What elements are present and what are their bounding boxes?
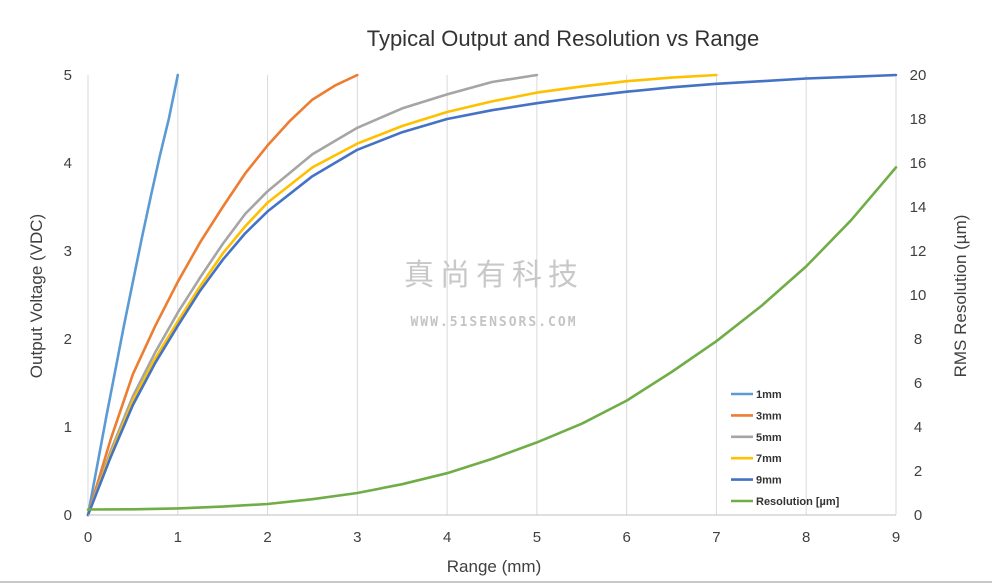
watermark-en: WWW.51SENSORS.COM bbox=[410, 315, 577, 330]
y2-tick-label: 16 bbox=[910, 155, 927, 172]
series-line-1 bbox=[86, 73, 359, 517]
y-tick-label: 3 bbox=[64, 243, 72, 260]
legend: 1mm 3mm 5mm 7mm 9mm Resolution [µm] bbox=[731, 389, 840, 508]
series-lines bbox=[86, 73, 898, 517]
legend-label: 9mm bbox=[756, 475, 782, 487]
gridlines bbox=[87, 75, 897, 515]
y-tick-label: 1 bbox=[64, 419, 72, 436]
x-tick-label: 7 bbox=[712, 529, 720, 546]
x-tick-label: 9 bbox=[892, 529, 900, 546]
series-line-5 bbox=[86, 166, 898, 511]
y2-tick-label: 0 bbox=[914, 507, 922, 524]
y2-axis-ticks: 0 2 4 6 8 10 12 14 16 18 20 bbox=[910, 67, 927, 524]
y2-axis-label: RMS Resolution (µm) bbox=[951, 215, 970, 378]
x-tick-label: 8 bbox=[802, 529, 810, 546]
legend-label: Resolution [µm] bbox=[756, 496, 840, 508]
chart-title: Typical Output and Resolution vs Range bbox=[367, 26, 760, 51]
y2-tick-label: 14 bbox=[910, 199, 927, 216]
x-tick-label: 5 bbox=[533, 529, 541, 546]
x-axis-ticks: 0 1 2 3 4 5 6 7 8 9 bbox=[84, 529, 900, 546]
y2-tick-label: 18 bbox=[910, 111, 927, 128]
y2-tick-label: 8 bbox=[914, 331, 922, 348]
y2-tick-label: 20 bbox=[910, 67, 927, 84]
y2-tick-label: 6 bbox=[914, 375, 922, 392]
series-line-2 bbox=[86, 73, 539, 517]
y2-tick-label: 12 bbox=[910, 243, 927, 260]
y-axis-ticks: 0 1 2 3 4 5 bbox=[64, 67, 72, 524]
y-tick-label: 4 bbox=[64, 155, 72, 172]
x-axis-label: Range (mm) bbox=[447, 557, 541, 576]
y2-tick-label: 10 bbox=[910, 287, 927, 304]
x-tick-label: 0 bbox=[84, 529, 92, 546]
y-tick-label: 0 bbox=[64, 507, 72, 524]
series-line-0 bbox=[86, 73, 180, 517]
series-line-4 bbox=[86, 73, 898, 517]
y-tick-label: 5 bbox=[64, 67, 72, 84]
y-tick-label: 2 bbox=[64, 331, 72, 348]
legend-label: 7mm bbox=[756, 453, 782, 465]
y2-tick-label: 2 bbox=[914, 463, 922, 480]
y2-tick-label: 4 bbox=[914, 419, 922, 436]
legend-label: 1mm bbox=[756, 389, 782, 401]
watermark-cn: 真尚有科技 bbox=[404, 258, 584, 293]
watermark: 真尚有科技 WWW.51SENSORS.COM bbox=[404, 258, 584, 330]
y-axis-label: Output Voltage (VDC) bbox=[27, 214, 46, 378]
x-tick-label: 4 bbox=[443, 529, 451, 546]
x-tick-label: 2 bbox=[263, 529, 271, 546]
legend-label: 3mm bbox=[756, 410, 782, 422]
x-tick-label: 3 bbox=[353, 529, 361, 546]
series-line-3 bbox=[86, 73, 718, 517]
x-tick-label: 1 bbox=[174, 529, 182, 546]
legend-label: 5mm bbox=[756, 432, 782, 444]
x-tick-label: 6 bbox=[622, 529, 630, 546]
